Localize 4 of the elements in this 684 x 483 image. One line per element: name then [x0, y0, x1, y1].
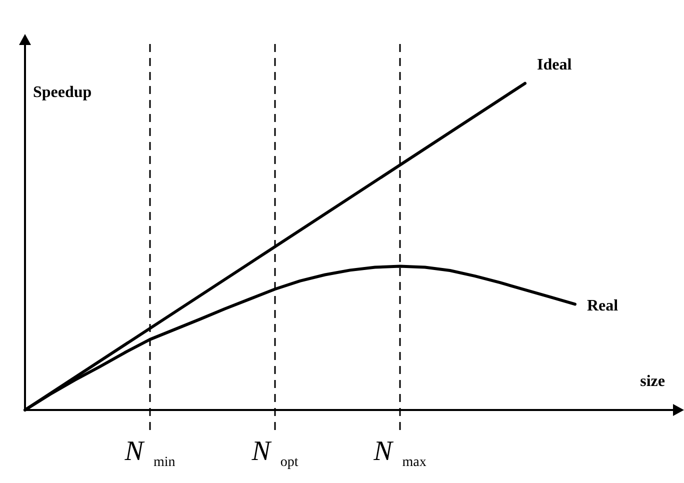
series-label: Ideal [537, 56, 572, 74]
x-axis-title: size [640, 373, 665, 390]
series-label: Real [587, 297, 619, 314]
y-axis-title: Speedup [33, 84, 92, 102]
